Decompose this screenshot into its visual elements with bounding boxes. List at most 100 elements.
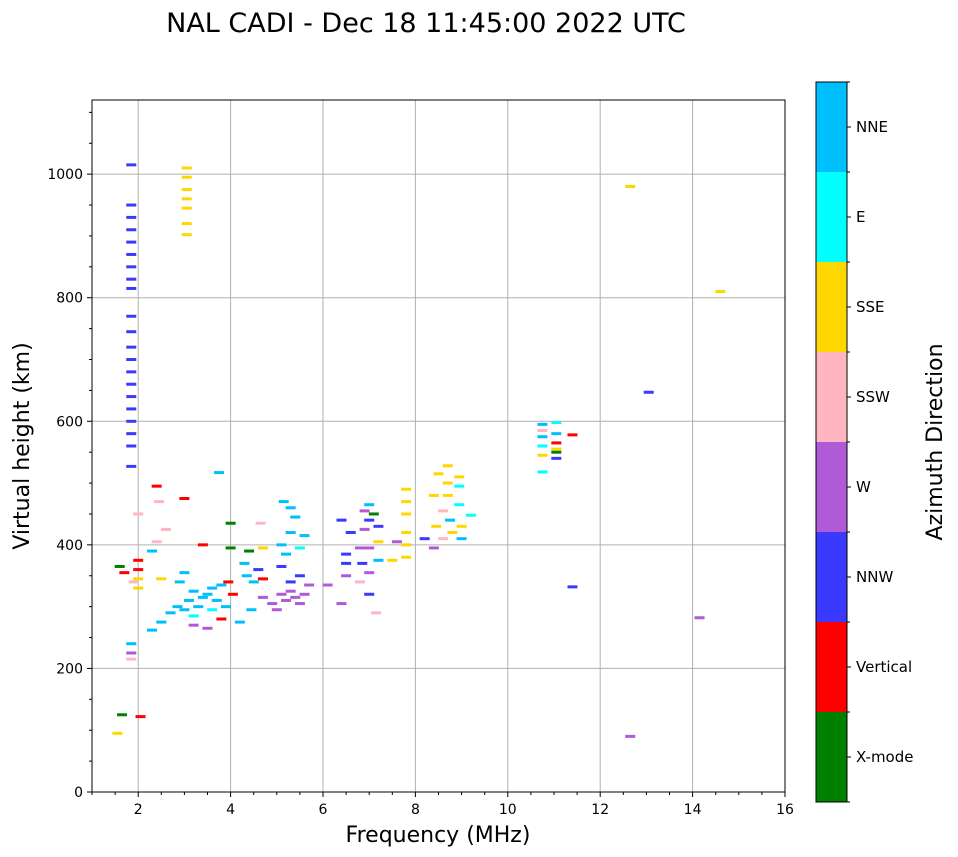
data-point	[248, 580, 259, 584]
data-point	[551, 450, 562, 454]
data-point	[133, 512, 144, 516]
data-point	[207, 586, 218, 590]
data-point	[551, 421, 562, 425]
data-point	[128, 580, 139, 584]
data-point	[364, 503, 375, 507]
data-point	[126, 651, 137, 655]
data-point	[276, 592, 287, 596]
data-point	[241, 574, 252, 578]
x-tick-label: 4	[226, 802, 235, 818]
data-point	[537, 422, 548, 426]
data-point	[401, 487, 412, 491]
data-point	[551, 447, 562, 451]
data-point	[431, 524, 442, 528]
data-point	[179, 608, 190, 612]
data-point	[220, 605, 231, 609]
data-point	[433, 472, 444, 476]
data-point	[715, 290, 726, 294]
data-point	[290, 515, 301, 519]
data-point	[156, 620, 167, 624]
data-point	[151, 540, 162, 544]
data-point	[181, 206, 192, 210]
data-point	[179, 571, 190, 575]
data-point	[225, 521, 236, 525]
data-point	[373, 540, 384, 544]
data-point	[456, 537, 467, 541]
data-point	[442, 493, 453, 497]
data-point	[126, 642, 137, 646]
data-point	[126, 203, 137, 207]
data-point	[181, 233, 192, 237]
data-point	[179, 497, 190, 501]
x-axis-label: Frequency (MHz)	[346, 823, 531, 848]
data-point	[551, 456, 562, 460]
data-point	[438, 537, 449, 541]
data-point	[643, 390, 654, 394]
data-point	[197, 595, 208, 599]
data-point	[454, 484, 465, 488]
data-point	[160, 527, 171, 531]
data-point	[153, 500, 164, 504]
data-point	[359, 509, 370, 513]
data-point	[151, 484, 162, 488]
data-point	[364, 518, 375, 522]
data-point	[285, 589, 296, 593]
y-axis-label: Virtual height (km)	[10, 342, 35, 549]
x-tick-label: 8	[411, 802, 420, 818]
data-point	[126, 330, 137, 334]
data-point	[537, 470, 548, 474]
data-point	[401, 512, 412, 516]
data-point	[257, 595, 268, 599]
y-tick-label: 0	[74, 785, 83, 801]
data-point	[239, 561, 250, 565]
data-point	[391, 540, 402, 544]
data-point	[126, 657, 137, 661]
data-point	[465, 513, 476, 517]
colorbar-category-label: SSW	[856, 388, 890, 406]
data-point	[304, 583, 315, 587]
data-point	[112, 731, 123, 735]
data-point	[299, 534, 310, 538]
data-point	[341, 561, 352, 565]
data-point	[126, 314, 137, 318]
colorbar-category-label: NNW	[856, 568, 893, 586]
data-point	[537, 435, 548, 439]
data-point	[255, 521, 266, 525]
data-point	[126, 382, 137, 386]
data-point	[216, 583, 227, 587]
data-point	[267, 602, 278, 606]
data-point	[181, 175, 192, 179]
y-tick-label: 800	[56, 291, 83, 307]
data-point	[368, 512, 379, 516]
data-point	[126, 444, 137, 448]
data-point	[126, 252, 137, 256]
data-point	[354, 546, 365, 550]
data-points	[112, 163, 726, 738]
plot-area	[92, 100, 785, 792]
y-axis-ticks: 0 200 400 600 800 1000	[47, 111, 92, 801]
data-point	[567, 433, 578, 437]
data-point	[126, 419, 137, 423]
data-point	[276, 543, 287, 547]
data-point	[126, 407, 137, 411]
data-point	[174, 580, 185, 584]
data-point	[341, 574, 352, 578]
data-point	[336, 602, 347, 606]
x-tick-label: 10	[499, 802, 517, 818]
data-point	[114, 564, 125, 568]
data-point	[126, 358, 137, 361]
data-point	[276, 564, 287, 568]
data-point	[454, 503, 465, 507]
data-point	[294, 574, 305, 578]
colorbar-category-label: SSE	[856, 298, 885, 316]
data-point	[246, 608, 257, 612]
data-point	[193, 605, 204, 609]
data-point	[442, 481, 453, 485]
colorbar-swatch	[816, 172, 847, 262]
data-point	[165, 611, 176, 615]
data-point	[290, 595, 301, 599]
data-point	[188, 623, 199, 627]
data-point	[445, 518, 456, 522]
y-tick-label: 400	[56, 538, 83, 554]
